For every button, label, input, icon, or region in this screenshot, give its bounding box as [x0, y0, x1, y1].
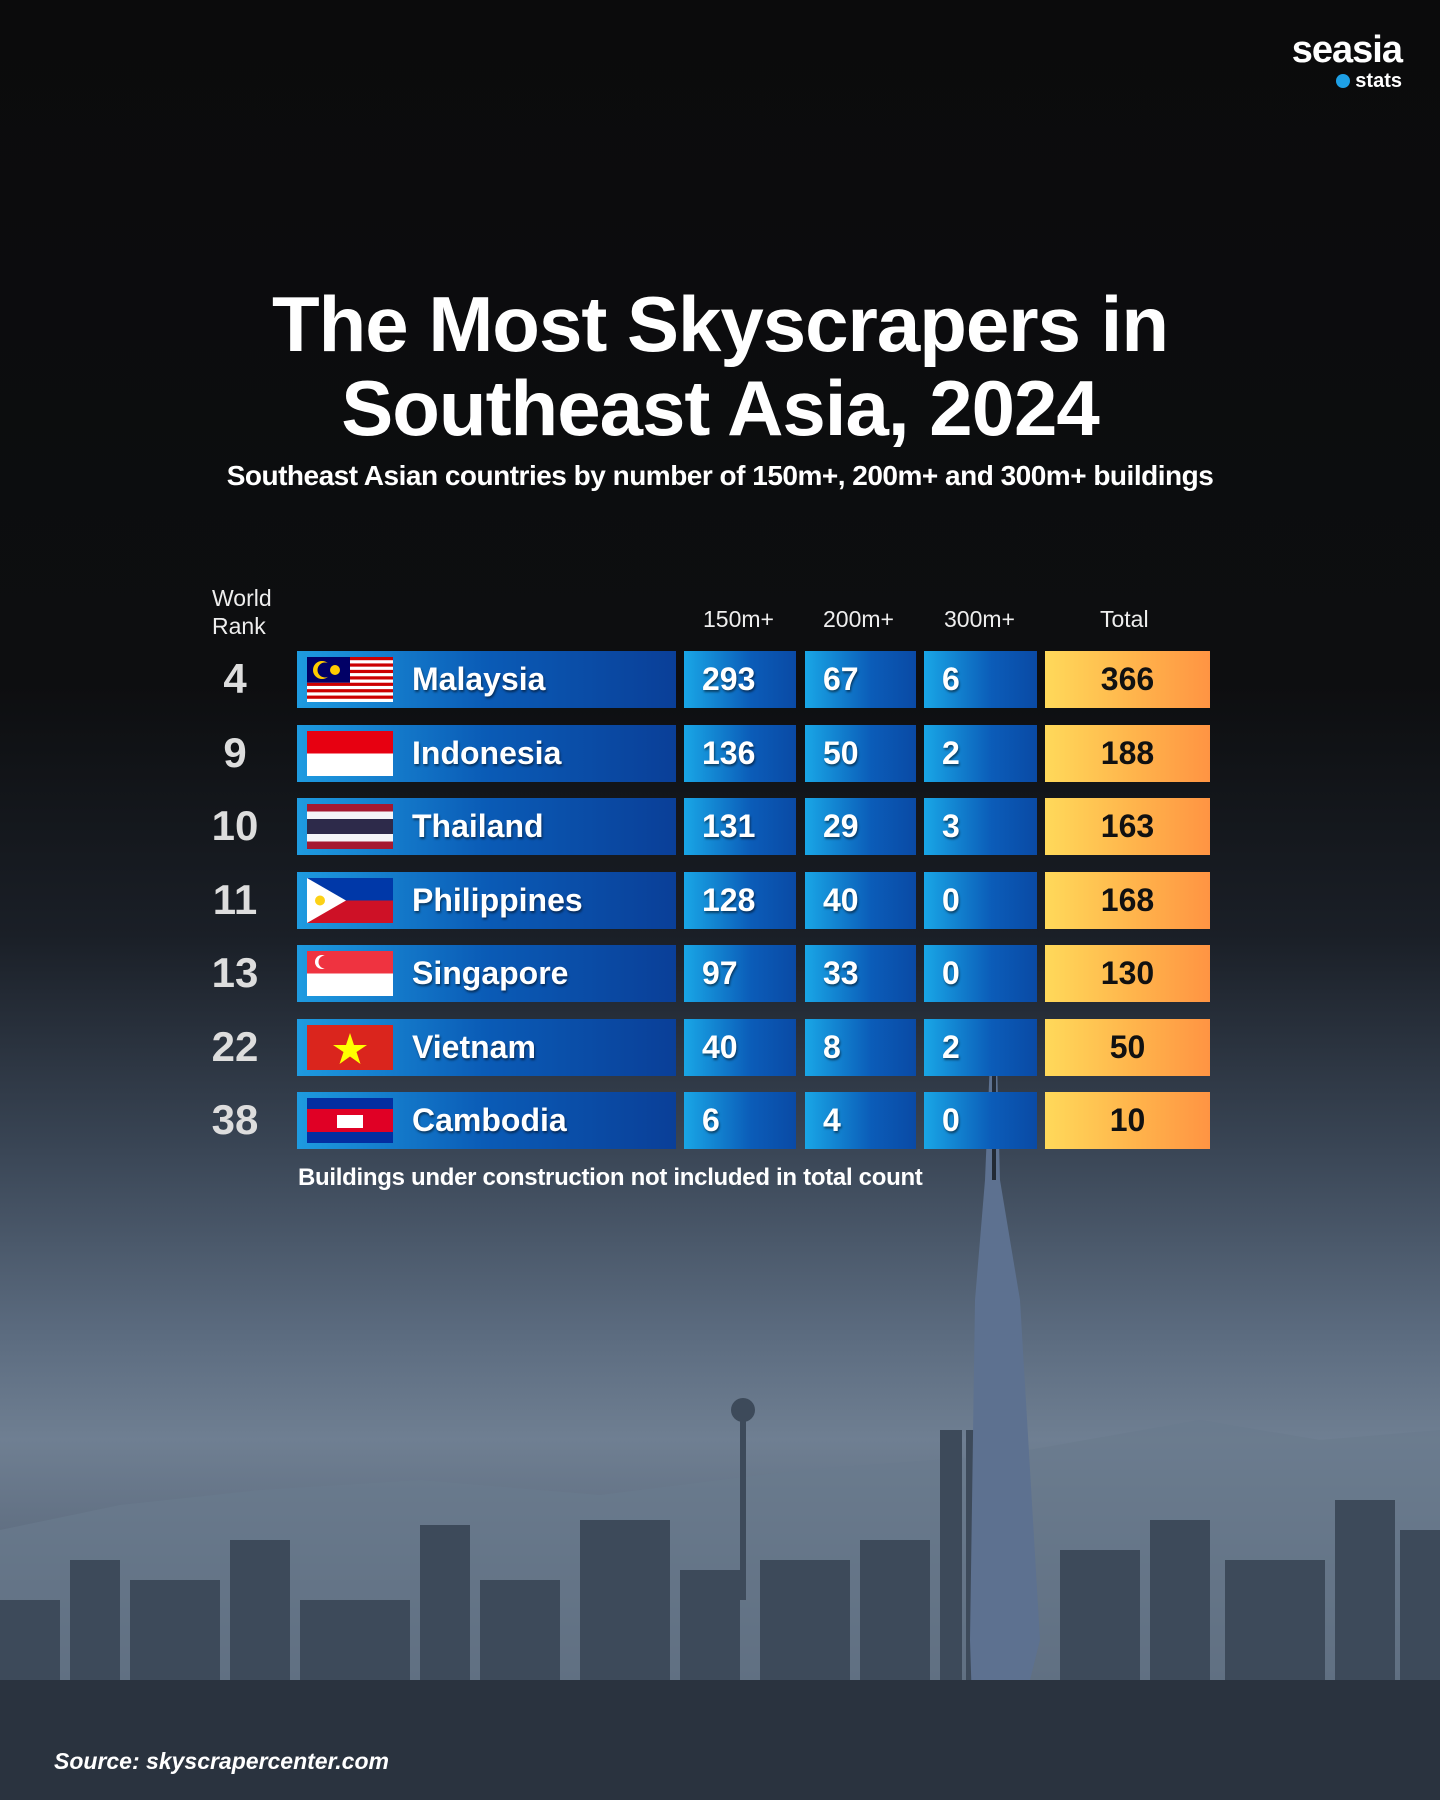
- country-cell: Vietnam: [297, 1018, 676, 1076]
- count-total: 188: [1045, 724, 1210, 782]
- count-150m: 131: [684, 798, 796, 855]
- header-world-rank: World Rank: [212, 585, 272, 639]
- count-200m: 29: [805, 798, 916, 855]
- count-150m: 97: [684, 945, 796, 1002]
- count-200m: 33: [805, 945, 916, 1002]
- count-200m: 50: [805, 724, 916, 782]
- singapore-flag-icon: [307, 951, 393, 996]
- count-300m: 0: [924, 871, 1037, 929]
- table-row: 38 Cambodia 6 4 0 10: [0, 1092, 1440, 1149]
- country-cell: Singapore: [297, 945, 676, 1002]
- count-300m: 6: [924, 651, 1037, 708]
- philippines-flag-icon: [307, 877, 393, 923]
- count-300m: 0: [924, 945, 1037, 1002]
- country-name: Vietnam: [412, 1028, 536, 1065]
- count-total: 163: [1045, 798, 1210, 855]
- count-300m: 2: [924, 1018, 1037, 1076]
- world-rank: 13: [211, 949, 259, 996]
- country-cell: Cambodia: [297, 1092, 676, 1149]
- page-title: The Most Skyscrapers in Southeast Asia, 2…: [271, 280, 1169, 452]
- world-rank: 22: [211, 1022, 259, 1070]
- cambodia-flag-icon: [307, 1098, 393, 1143]
- count-total: 50: [1045, 1018, 1210, 1076]
- count-150m: 128: [684, 871, 796, 929]
- count-300m: 0: [924, 1092, 1037, 1149]
- malaysia-flag-icon: [307, 657, 393, 702]
- count-300m: 3: [924, 798, 1037, 855]
- country-cell: Thailand: [297, 798, 676, 855]
- count-300m: 2: [924, 724, 1037, 782]
- count-200m: 4: [805, 1092, 916, 1149]
- country-name: Malaysia: [412, 661, 546, 697]
- world-rank: 38: [211, 1096, 259, 1143]
- table-row: 22 Vietnam 40 8 2 50: [0, 1018, 1440, 1076]
- seasia-stats-logo: seasia stats: [1291, 29, 1403, 92]
- count-200m: 40: [805, 871, 916, 929]
- world-rank: 10: [211, 802, 259, 849]
- count-total: 168: [1045, 871, 1210, 929]
- count-150m: 293: [684, 651, 796, 708]
- country-name: Philippines: [412, 881, 583, 918]
- count-150m: 6: [684, 1092, 796, 1149]
- header-total: Total: [1100, 606, 1149, 632]
- table-row: 10 Thailand 131 29 3 163: [0, 798, 1440, 855]
- count-total: 10: [1045, 1092, 1210, 1149]
- indonesia-flag-icon: [307, 730, 393, 776]
- logo-text: seasia: [1291, 29, 1403, 71]
- footnote: Buildings under construction not include…: [298, 1164, 923, 1191]
- thailand-flag-icon: [307, 804, 393, 849]
- vietnam-flag-icon: [307, 1024, 393, 1070]
- count-200m: 67: [805, 651, 916, 708]
- count-total: 130: [1045, 945, 1210, 1002]
- count-150m: 136: [684, 724, 796, 782]
- source-credit: Source: skyscrapercenter.com: [54, 1748, 389, 1774]
- country-cell: Indonesia: [297, 724, 676, 782]
- table-row: 4 Malaysia 293 67 6 366: [0, 651, 1440, 708]
- header-150m: 150m+: [703, 606, 774, 632]
- subtitle: Southeast Asian countries by number of 1…: [226, 460, 1214, 491]
- table-row: 9 Indonesia 136 50 2 188: [0, 724, 1440, 782]
- country-name: Cambodia: [412, 1102, 567, 1138]
- table-row: 11 Philippines 128 40 0 168: [0, 871, 1440, 929]
- country-cell: Philippines: [297, 871, 676, 929]
- header-200m: 200m+: [823, 606, 894, 632]
- table-row: 13 Singapore 97 33 0 130: [0, 945, 1440, 1002]
- header-300m: 300m+: [944, 606, 1015, 632]
- logo-dot-icon: [1336, 74, 1351, 88]
- world-rank: 4: [223, 655, 247, 702]
- country-name: Indonesia: [412, 734, 562, 771]
- country-cell: Malaysia: [297, 651, 676, 708]
- count-200m: 8: [805, 1018, 916, 1076]
- country-name: Singapore: [412, 955, 569, 991]
- count-total: 366: [1045, 651, 1210, 708]
- count-150m: 40: [684, 1018, 796, 1076]
- world-rank: 9: [223, 728, 247, 776]
- world-rank: 11: [212, 875, 258, 923]
- country-name: Thailand: [412, 808, 544, 844]
- logo-subtext: stats: [1355, 70, 1402, 92]
